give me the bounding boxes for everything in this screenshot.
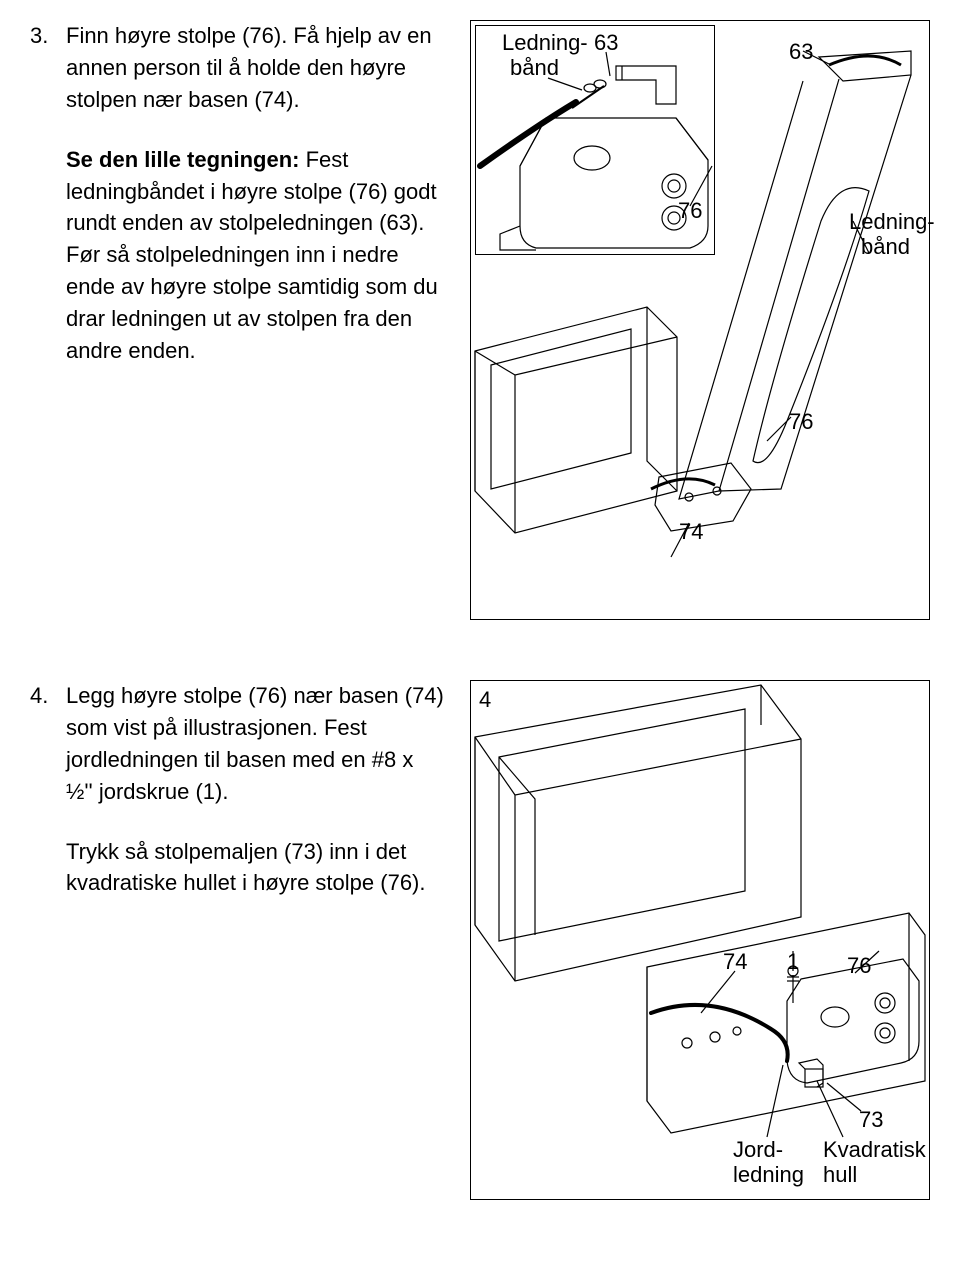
step-4-number: 4.: [30, 680, 66, 712]
step-4-para-1: Legg høyre stolpe (76) nær basen (74) so…: [66, 680, 446, 808]
figure-3: 3 Ledning- bånd 63 76: [470, 20, 930, 620]
step-4-text: Legg høyre stolpe (76) nær basen (74) so…: [66, 680, 446, 927]
main-diagram-3: [471, 21, 931, 621]
step-3-para-1: Finn høyre stolpe (76). Få hjelp av en a…: [66, 20, 446, 116]
step-4-para-2: Trykk så stolpemaljen (73) inn i det kva…: [66, 836, 446, 900]
step-3-number: 3.: [30, 20, 66, 52]
step-3-text: Finn høyre stolpe (76). Få hjelp av en a…: [66, 20, 446, 395]
main-diagram-4: [471, 681, 931, 1201]
step-3-bold: Se den lille tegningen:: [66, 147, 299, 172]
step-4: 4. Legg høyre stolpe (76) nær basen (74)…: [30, 680, 930, 1200]
figure-4: 4 74 1 76 73 Jord- ledning Kvadratisk hu…: [470, 680, 930, 1200]
step-3-para-2: Se den lille tegningen: Fest ledningbånd…: [66, 144, 446, 367]
step-3-rest: Fest ledningbåndet i høyre stolpe (76) g…: [66, 147, 438, 363]
step-3: 3. Finn høyre stolpe (76). Få hjelp av e…: [30, 20, 930, 620]
